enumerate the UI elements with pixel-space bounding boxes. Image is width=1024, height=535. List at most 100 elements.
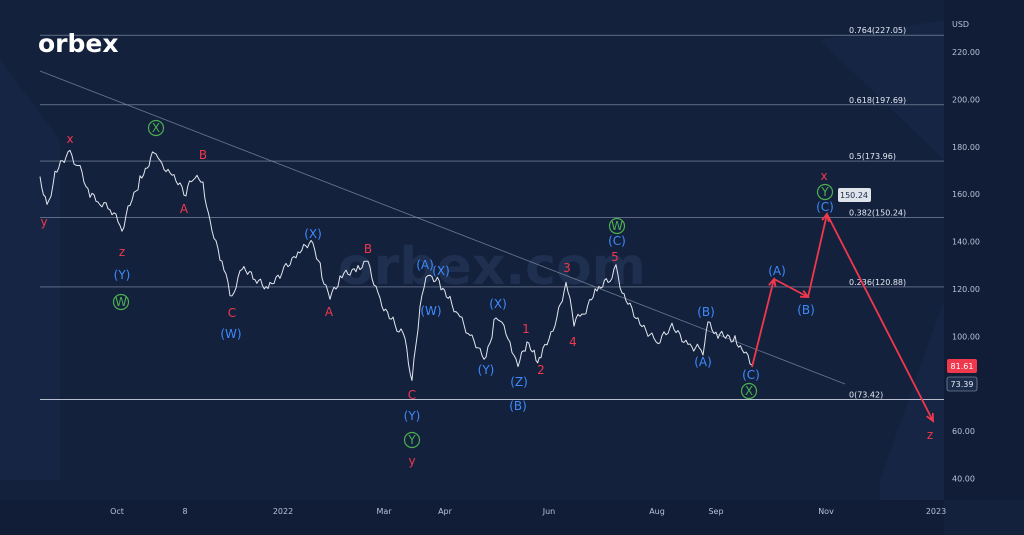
wave-label-circle bbox=[740, 382, 758, 400]
wave-label-circle bbox=[147, 119, 165, 137]
watermark-shape-bottom bbox=[880, 300, 944, 500]
watermark-text: orbex.com bbox=[338, 237, 646, 297]
wave-label-circle bbox=[608, 217, 626, 235]
wave-label: C bbox=[228, 306, 236, 320]
price-tick-label: 180.00 bbox=[952, 143, 980, 152]
fibonacci-levels: 0.764(227.05) 0.618(197.69) 0.5(173.96) 0.3… bbox=[40, 26, 944, 400]
time-axis-panel bbox=[0, 500, 944, 535]
time-tick-label: 2022 bbox=[273, 507, 293, 516]
price-tick-label: 100.00 bbox=[952, 332, 980, 341]
wave-label: (Y) bbox=[478, 363, 495, 377]
time-tick-label: Nov bbox=[818, 507, 834, 516]
current-price-text: 81.61 bbox=[951, 362, 974, 371]
wave-label: B bbox=[364, 242, 372, 256]
wave-label: (A) bbox=[768, 264, 786, 278]
price-tick-label: 160.00 bbox=[952, 190, 980, 199]
fib-label: 0.5(173.96) bbox=[849, 152, 896, 161]
wave-label: C bbox=[408, 388, 416, 402]
wave-label: 2 bbox=[537, 363, 545, 377]
wave-label: (B) bbox=[697, 305, 715, 319]
trendline bbox=[39, 70, 846, 385]
wave-label: 5 bbox=[611, 250, 619, 264]
wave-label: (Z) bbox=[510, 375, 528, 389]
wave-label: A bbox=[325, 305, 334, 319]
current-price-badge bbox=[947, 359, 977, 373]
wave-label: 3 bbox=[563, 261, 571, 275]
wave-label-circle bbox=[112, 293, 130, 311]
wave-label: (W) bbox=[220, 327, 241, 341]
wave-label: x bbox=[66, 132, 73, 146]
time-tick-label: 2023 bbox=[926, 507, 946, 516]
wave-label: (C) bbox=[608, 234, 626, 248]
low-marker-text: 73.39 bbox=[951, 380, 974, 389]
time-tick-label: Apr bbox=[438, 507, 453, 516]
currency-label: USD bbox=[952, 20, 969, 29]
watermark-shape-left bbox=[0, 60, 60, 480]
wave-label: B bbox=[199, 148, 207, 162]
time-tick-label: Oct bbox=[110, 507, 124, 516]
wave-label: z bbox=[927, 428, 933, 442]
forecast-target-tag: 150.24 bbox=[838, 188, 871, 202]
time-tick-label: Sep bbox=[708, 507, 723, 516]
price-tick-label: 40.00 bbox=[952, 475, 975, 484]
wave-label: z bbox=[119, 245, 125, 259]
price-axis-panel bbox=[944, 0, 1024, 500]
time-tick-label: Mar bbox=[376, 507, 392, 516]
wave-label: W bbox=[115, 295, 127, 309]
price-tick-label: 140.00 bbox=[952, 238, 980, 247]
price-tick-label: 60.00 bbox=[952, 427, 975, 436]
time-tick-label: 8 bbox=[182, 507, 187, 516]
wave-label: (A) bbox=[416, 258, 434, 272]
wave-label: (C) bbox=[742, 368, 760, 382]
fib-label: 0.382(150.24) bbox=[849, 208, 906, 217]
wave-label: (W) bbox=[420, 304, 441, 318]
price-line bbox=[39, 149, 753, 381]
wave-label: y bbox=[40, 215, 47, 229]
wave-label: W bbox=[611, 219, 623, 233]
wave-label: x bbox=[820, 169, 827, 183]
trendline-layer bbox=[39, 70, 846, 385]
wave-label: X bbox=[152, 121, 160, 135]
watermark-shape-right bbox=[820, 20, 944, 160]
wave-label: (C) bbox=[816, 200, 834, 214]
logo-text: orbex bbox=[38, 29, 118, 58]
low-marker-badge bbox=[946, 376, 978, 392]
wave-label: (Y) bbox=[114, 268, 131, 282]
forecast-segment bbox=[826, 213, 934, 422]
forecast-segment bbox=[773, 278, 809, 298]
wave-label: (X) bbox=[432, 264, 450, 278]
orbex-logo: orbex bbox=[38, 29, 118, 58]
wave-label: A bbox=[180, 202, 189, 216]
wave-label: (A) bbox=[694, 355, 712, 369]
low-marker-tag: 73.39 bbox=[946, 376, 978, 392]
wave-label: Y bbox=[407, 433, 416, 447]
price-tick-label: 120.00 bbox=[952, 285, 980, 294]
wave-label: Y bbox=[820, 185, 829, 199]
forecast-segment bbox=[751, 278, 775, 368]
wave-label: (Y) bbox=[404, 409, 421, 423]
wave-label: (X) bbox=[489, 297, 507, 311]
current-price-tag: 81.61 bbox=[947, 359, 977, 373]
fib-label: 0(73.42) bbox=[849, 390, 883, 399]
wave-label: 4 bbox=[569, 335, 577, 349]
price-series bbox=[39, 149, 753, 381]
fib-label: 0.236(120.88) bbox=[849, 278, 906, 287]
price-tick-label: 200.00 bbox=[952, 95, 980, 104]
fib-label: 0.764(227.05) bbox=[849, 26, 906, 35]
wave-label: X bbox=[745, 384, 753, 398]
forecast-arrowhead bbox=[926, 412, 934, 423]
price-tick-label: 220.00 bbox=[952, 48, 980, 57]
wave-label: (X) bbox=[304, 227, 322, 241]
wave-label-circle bbox=[816, 183, 834, 201]
fib-label: 0.618(197.69) bbox=[849, 96, 906, 105]
forecast-target-badge bbox=[838, 188, 871, 202]
time-tick-label: Jun bbox=[542, 507, 556, 516]
forecast-target-text: 150.24 bbox=[840, 191, 868, 200]
forecast-layer bbox=[751, 211, 934, 423]
time-tick-label: Aug bbox=[649, 507, 665, 516]
forecast-segment bbox=[807, 213, 828, 298]
